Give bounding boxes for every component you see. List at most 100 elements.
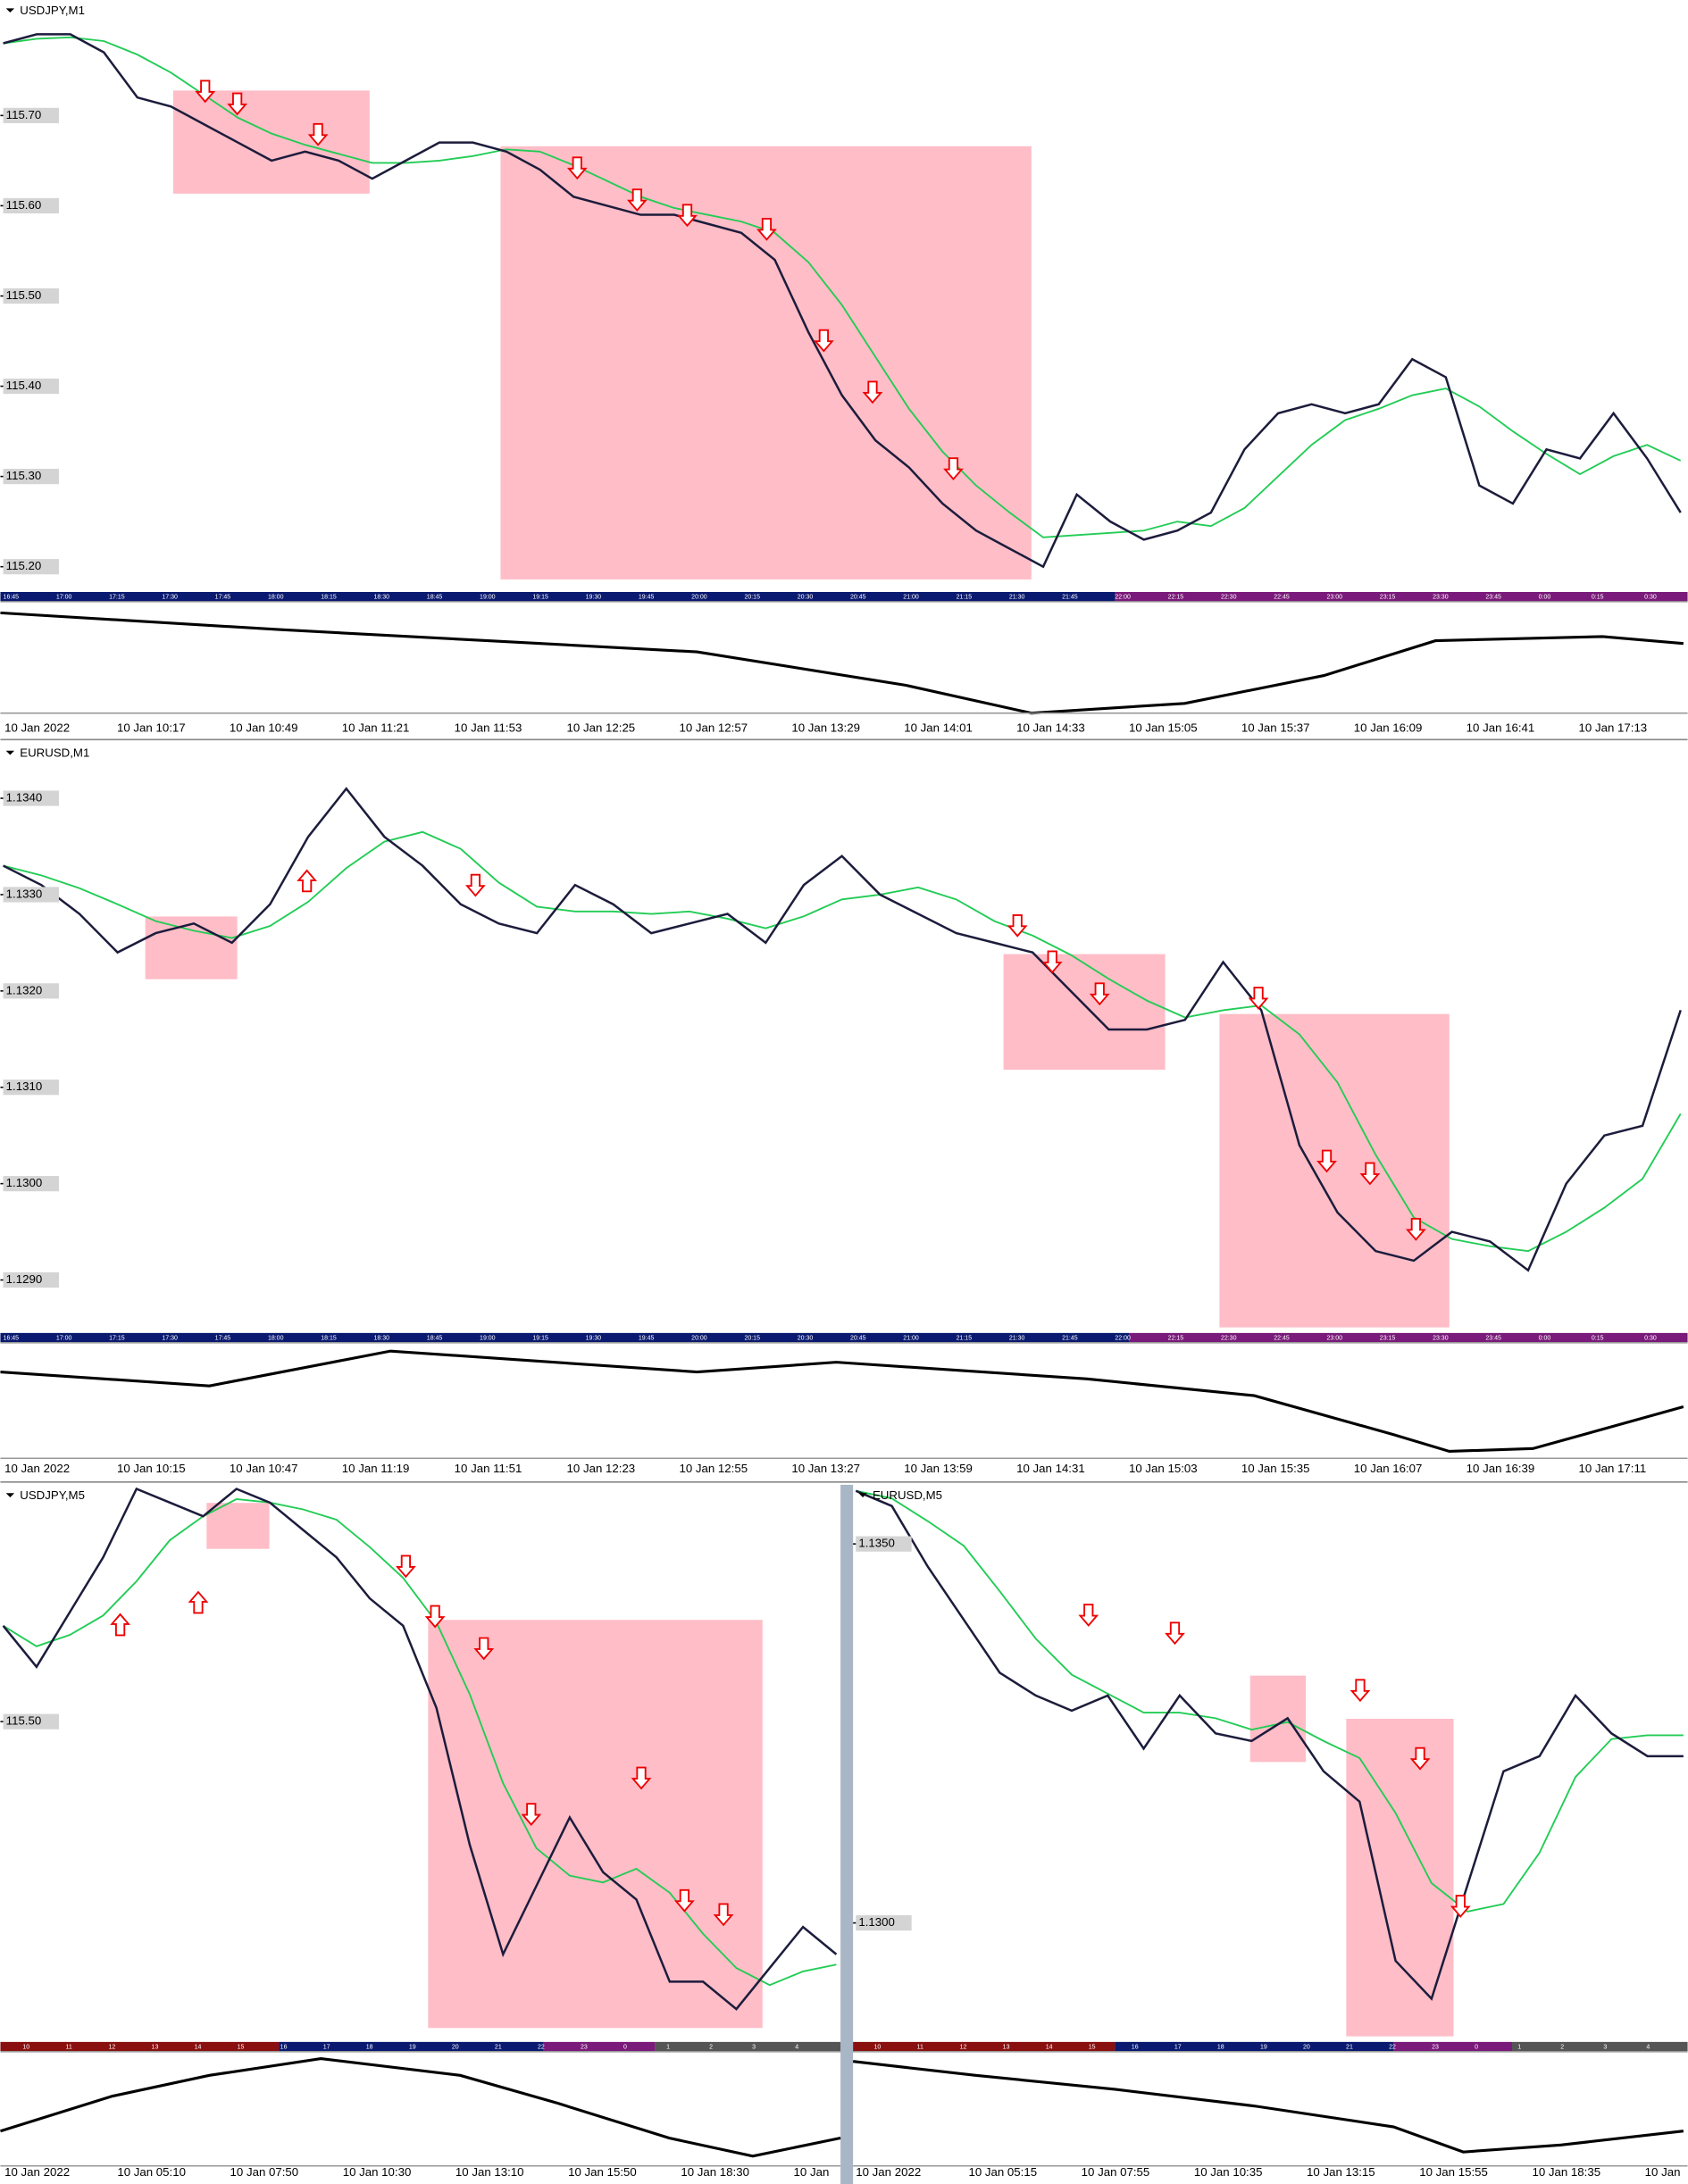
x-tick-label: 10 Jan 10:47 bbox=[230, 1462, 298, 1475]
x-tick-label: 10 Jan 13:27 bbox=[791, 1462, 860, 1475]
sell-arrow bbox=[307, 122, 329, 146]
session-label: 21:30 bbox=[1009, 1336, 1025, 1342]
moving-average bbox=[3, 1498, 837, 1987]
highlight-zone bbox=[500, 146, 1032, 579]
y-tick-label: 1.1310 bbox=[6, 1079, 43, 1093]
session-bar bbox=[1393, 2041, 1512, 2052]
session-label: 22:15 bbox=[1168, 1336, 1184, 1342]
session-label: 17:30 bbox=[162, 595, 178, 601]
x-tick-label: 10 Jan 2022 bbox=[4, 2165, 70, 2179]
session-label: 14 bbox=[1046, 2045, 1053, 2051]
indicator-line bbox=[852, 2060, 1684, 2154]
y-tick-label-bg bbox=[3, 197, 59, 214]
highlight-zone bbox=[206, 1503, 270, 1549]
x-tick-label: 10 Jan 2022 bbox=[4, 721, 70, 734]
x-tick-label: 10 Jan 11:53 bbox=[455, 721, 522, 734]
x-tick-label: 10 Jan 15:55 bbox=[1419, 2165, 1488, 2179]
x-tick-label: 10 Jan 15:37 bbox=[1241, 721, 1310, 734]
session-label: 13 bbox=[1003, 2045, 1010, 2051]
x-tick-label: 10 Jan 15:03 bbox=[1129, 1462, 1198, 1475]
y-tick-label-bg bbox=[3, 887, 59, 903]
session-label: 0:30 bbox=[1644, 1336, 1657, 1342]
session-label: 23 bbox=[1432, 2045, 1439, 2051]
x-tick-label: 10 Jan 07:50 bbox=[230, 2165, 299, 2179]
sell-arrow bbox=[673, 1888, 695, 1913]
session-label: 23:45 bbox=[1485, 1336, 1501, 1342]
session-label: 21:45 bbox=[1062, 1336, 1078, 1342]
y-tick-label-bg bbox=[856, 1536, 912, 1552]
session-label: 23:15 bbox=[1380, 595, 1396, 601]
x-tick-label: 10 Jan 13:29 bbox=[791, 721, 860, 734]
x-tick-label: 10 Jan 2022 bbox=[4, 1462, 70, 1475]
session-label: 17:15 bbox=[109, 1336, 125, 1342]
x-tick-label: 10 Jan 18:30 bbox=[681, 2165, 749, 2179]
sell-arrow bbox=[396, 1555, 416, 1579]
session-label: 21 bbox=[1346, 2045, 1353, 2051]
session-label: 12 bbox=[109, 2045, 116, 2051]
highlight-zone bbox=[1249, 1675, 1307, 1763]
session-bar bbox=[0, 2041, 280, 2052]
sell-arrow bbox=[1359, 1162, 1381, 1186]
sell-arrow bbox=[1405, 1218, 1426, 1241]
x-tick-label: 10 Jan 13:15 bbox=[1307, 2165, 1375, 2179]
price-line bbox=[855, 1489, 1684, 2001]
session-bar bbox=[543, 2041, 656, 2052]
session-label: 22:30 bbox=[1221, 595, 1237, 601]
session-bar bbox=[1115, 591, 1688, 602]
x-tick-label: 10 Jan 2022 bbox=[856, 2165, 921, 2179]
session-label: 0:00 bbox=[1539, 1336, 1551, 1342]
session-label: 0 bbox=[623, 2045, 627, 2051]
y-tick-label-bg bbox=[3, 1176, 59, 1192]
session-bar bbox=[279, 2041, 544, 2052]
x-tick-label: 10 Jan 16:09 bbox=[1354, 721, 1423, 734]
highlight-zone bbox=[145, 916, 238, 979]
x-tick-label: 10 Jan 07:55 bbox=[1082, 2165, 1150, 2179]
sell-arrow bbox=[1165, 1621, 1185, 1646]
session-label: 13 bbox=[152, 2045, 159, 2051]
session-label: 22:45 bbox=[1274, 1336, 1290, 1342]
session-bar bbox=[0, 591, 1116, 602]
session-label: 19:15 bbox=[532, 1336, 548, 1342]
session-label: 20:30 bbox=[798, 595, 814, 601]
x-tick-label: 10 Jan 12:55 bbox=[679, 1462, 748, 1475]
moving-average bbox=[3, 830, 1682, 1253]
sell-arrow bbox=[1248, 987, 1269, 1010]
x-tick-label: 10 Jan bbox=[1645, 2165, 1681, 2179]
session-label: 23 bbox=[581, 2045, 588, 2051]
y-tick-label: 115.40 bbox=[6, 379, 42, 392]
session-label: 19:00 bbox=[480, 1336, 496, 1342]
x-tick-label: 10 Jan 11:19 bbox=[342, 1462, 410, 1475]
sell-arrow bbox=[195, 79, 216, 104]
session-label: 18:00 bbox=[268, 1336, 284, 1342]
y-tick-label: 115.50 bbox=[6, 1714, 42, 1728]
x-tick-label: 10 Jan 15:05 bbox=[1129, 721, 1198, 734]
indicator-line bbox=[0, 1349, 1684, 1454]
session-label: 2 bbox=[1560, 2045, 1564, 2051]
y-tick-label: 115.60 bbox=[6, 198, 42, 212]
sell-arrow bbox=[424, 1605, 446, 1629]
session-label: 21:15 bbox=[957, 595, 973, 601]
session-bar bbox=[1511, 2041, 1688, 2052]
session-label: 0 bbox=[1475, 2045, 1478, 2051]
session-label: 22:45 bbox=[1274, 595, 1290, 601]
session-label: 23:15 bbox=[1380, 1336, 1396, 1342]
session-label: 10 bbox=[22, 2045, 29, 2051]
session-label: 19:30 bbox=[586, 595, 602, 601]
chart-title: USDJPY,M5 bbox=[20, 1488, 85, 1502]
x-tick-label: 10 Jan 14:01 bbox=[904, 721, 973, 734]
sell-arrow bbox=[713, 1903, 734, 1927]
sell-arrow bbox=[626, 188, 648, 212]
title-marker bbox=[5, 750, 15, 755]
sell-arrow bbox=[677, 204, 698, 228]
x-tick-label: 10 Jan 14:33 bbox=[1016, 721, 1085, 734]
session-label: 21 bbox=[495, 2045, 502, 2051]
sell-arrow bbox=[631, 1766, 652, 1790]
y-tick-label-bg bbox=[3, 469, 59, 485]
session-label: 14 bbox=[195, 2045, 202, 2051]
x-tick-label: 10 Jan 10:49 bbox=[230, 721, 298, 734]
x-tick-label: 10 Jan 17:13 bbox=[1579, 721, 1648, 734]
y-tick-label-bg bbox=[3, 1079, 59, 1096]
x-tick-label: 10 Jan 10:15 bbox=[117, 1462, 186, 1475]
